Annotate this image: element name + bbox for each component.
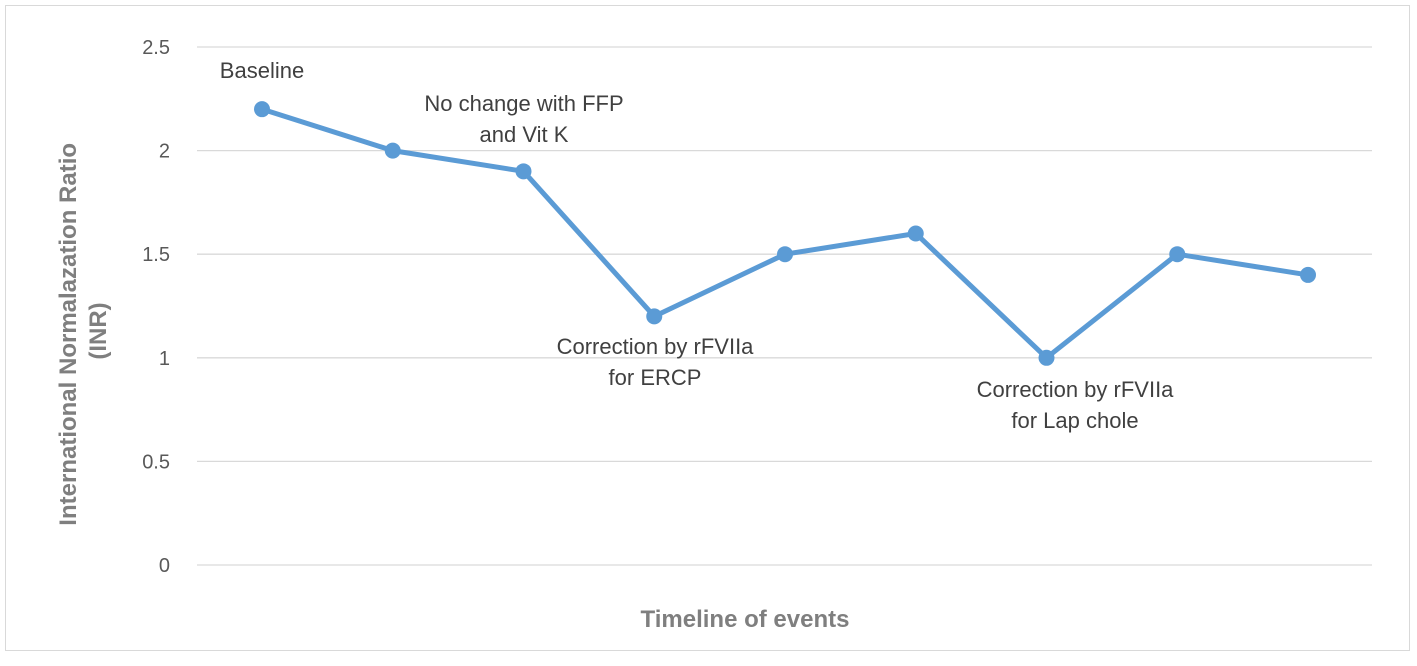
annotation-line: for ERCP — [609, 365, 702, 390]
annotation-label: Correction by rFVIIa for Lap chole — [977, 377, 1175, 433]
data-point — [907, 225, 924, 242]
y-axis-title: International Normalazation Ratio (INR) — [55, 136, 112, 525]
x-axis-title: Timeline of events — [641, 606, 850, 633]
data-point — [1300, 266, 1316, 283]
data-point — [1038, 349, 1055, 366]
annotation-label: Correction by rFVIIa for ERCP — [557, 334, 755, 390]
data-point — [1169, 246, 1186, 263]
y-tick-label: 2 — [159, 141, 170, 163]
chart-frame — [5, 5, 1410, 651]
annotation-line: Correction by rFVIIa — [977, 377, 1175, 402]
data-point — [777, 246, 793, 263]
data-point — [515, 163, 532, 180]
annotation-line: No change with FFP — [424, 91, 623, 116]
y-tick-label: 1.5 — [142, 244, 170, 266]
y-axis-title-line-2: (INR) — [85, 302, 112, 359]
series-line — [261, 106, 1309, 361]
y-tick-label: 0.5 — [142, 451, 170, 473]
annotation-line: Baseline — [220, 58, 304, 83]
y-tick-label: 1 — [159, 348, 170, 370]
y-axis-title-line-1: International Normalazation Ratio — [55, 143, 82, 526]
annotation-line: and Vit K — [480, 122, 569, 147]
y-tick-label: 2.5 — [142, 37, 170, 59]
series-line-layer — [261, 106, 1309, 361]
grid-lines — [197, 46, 1372, 566]
annotation-label: Baseline — [220, 58, 304, 83]
y-axis-ticks: 0 0.5 1 1.5 2 2.5 — [142, 37, 170, 577]
annotation-line: Correction by rFVIIa — [557, 334, 755, 359]
annotation-label: No change with FFP and Vit K — [424, 91, 623, 147]
data-point — [646, 308, 663, 325]
y-tick-label: 0 — [159, 555, 170, 577]
annotation-line: for Lap chole — [1011, 408, 1138, 433]
annotations: Baseline No change with FFP and Vit K Corre… — [220, 58, 1174, 433]
data-point — [254, 101, 270, 118]
data-points — [254, 101, 1316, 366]
data-point — [384, 142, 401, 159]
